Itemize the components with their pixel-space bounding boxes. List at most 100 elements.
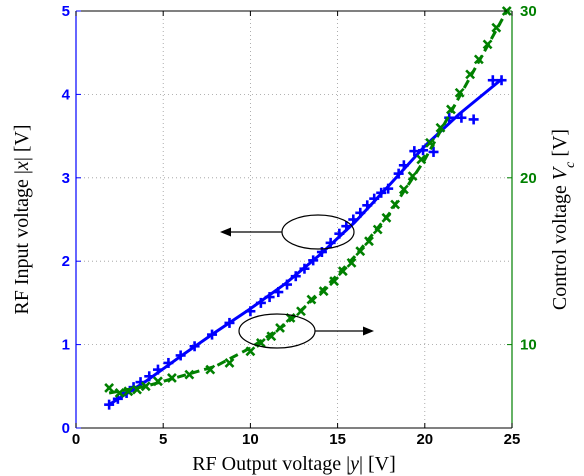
x-marker <box>491 22 502 33</box>
plus-marker <box>393 168 404 179</box>
marker-stroke <box>140 381 151 392</box>
x-marker <box>372 224 383 235</box>
x-tick-label: 5 <box>159 431 167 448</box>
plus-marker <box>144 371 155 382</box>
marker-stroke <box>205 364 216 375</box>
marker-stroke <box>390 199 401 210</box>
marker-stroke <box>446 104 456 115</box>
x-marker <box>473 54 484 65</box>
plus-marker <box>308 255 319 266</box>
y-left-tick-label: 4 <box>62 86 71 103</box>
plus-marker <box>282 279 293 290</box>
plus-marker <box>341 221 352 232</box>
marker-stroke <box>364 236 374 247</box>
y-left-tick-label: 0 <box>62 420 70 437</box>
y-right-tick-label: 10 <box>520 337 537 354</box>
x-tick-label: 10 <box>242 431 259 448</box>
marker-stroke <box>153 376 163 387</box>
y-right-axis-title-part: [V] <box>549 129 571 162</box>
marker-stroke <box>266 331 277 342</box>
marker-stroke <box>245 346 256 357</box>
marker-stroke <box>425 137 435 148</box>
x-marker <box>275 323 285 333</box>
series-2-line <box>108 10 509 395</box>
x-marker <box>407 171 418 182</box>
plus-marker <box>152 364 163 375</box>
marker-stroke <box>372 224 383 235</box>
plus-marker <box>409 146 420 157</box>
x-marker <box>446 104 456 115</box>
marker-stroke <box>346 257 357 268</box>
x-marker <box>205 364 216 375</box>
grid <box>76 11 512 428</box>
marker-stroke <box>482 39 493 50</box>
x-marker <box>398 184 409 195</box>
marker-stroke <box>132 384 142 395</box>
marker-stroke <box>275 323 285 333</box>
y-left-axis-title-part: RF Input voltage | <box>11 170 33 315</box>
annotations <box>220 214 374 349</box>
plus-marker <box>290 271 301 282</box>
right-arrow-head <box>363 326 374 336</box>
x-marker <box>482 39 493 50</box>
plus-marker <box>175 350 186 361</box>
plus-marker <box>104 399 115 410</box>
x-marker <box>381 212 392 223</box>
x-marker <box>132 384 142 395</box>
y-left-axis-title-part: x <box>11 161 33 171</box>
y-left-tick-label: 3 <box>62 170 70 187</box>
plus-marker <box>325 237 336 248</box>
plus-marker <box>369 193 380 204</box>
plus-marker <box>207 329 218 340</box>
x-marker <box>184 369 195 380</box>
x-marker <box>296 306 306 317</box>
x-axis-title: RF Output voltage |y| [V] <box>192 453 396 475</box>
x-marker <box>104 383 115 393</box>
x-marker <box>465 69 476 80</box>
axes <box>75 10 513 429</box>
x-marker <box>390 199 401 210</box>
marker-stroke <box>473 54 484 65</box>
marker-stroke <box>337 266 348 277</box>
plus-marker <box>255 297 266 308</box>
marker-stroke <box>454 87 465 98</box>
x-marker <box>346 257 357 268</box>
y-right-axis-title-part: Control voltage <box>549 180 571 310</box>
x-tick-label: 15 <box>329 431 346 448</box>
plus-marker <box>496 75 507 86</box>
marker-stroke <box>114 388 125 398</box>
y-right-axis-title-part: V <box>549 165 571 180</box>
marker-stroke <box>398 184 409 195</box>
marker-stroke <box>416 154 427 165</box>
data-layer <box>104 6 512 410</box>
marker-stroke <box>435 122 446 133</box>
plus-marker <box>189 341 200 352</box>
x-marker <box>318 286 329 297</box>
plus-marker <box>487 75 498 86</box>
x-marker <box>266 331 277 342</box>
x-marker <box>435 122 446 133</box>
y-left-tick-label: 1 <box>62 337 70 354</box>
x-marker <box>416 154 427 165</box>
plus-marker <box>273 287 284 298</box>
plus-marker <box>376 187 387 198</box>
plus-marker <box>418 145 429 156</box>
axis-titles: RF Output voltage |y| [V] RF Input voltag… <box>11 124 578 475</box>
x-marker <box>364 236 374 247</box>
x-marker <box>329 276 340 287</box>
plus-marker <box>355 207 366 218</box>
x-marker <box>425 137 435 148</box>
x-marker <box>306 294 317 305</box>
x-marker <box>167 373 177 383</box>
marker-stroke <box>407 171 418 182</box>
x-marker <box>245 346 256 357</box>
x-axis-title-part: y <box>348 453 359 475</box>
x-marker <box>153 376 163 387</box>
left-arrow-head <box>220 227 231 237</box>
marker-stroke <box>355 246 366 257</box>
x-marker <box>224 358 235 368</box>
y-left-tick-label: 5 <box>62 3 70 20</box>
y-left-axis-title: RF Input voltage |x| [V] <box>11 124 33 314</box>
